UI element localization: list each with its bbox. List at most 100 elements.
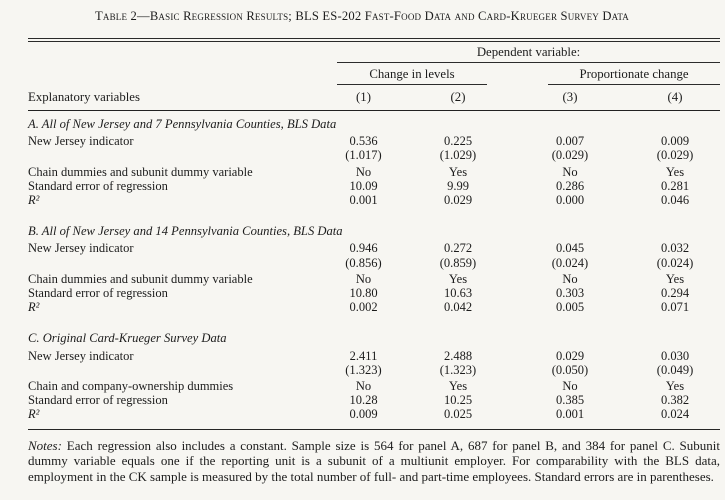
value-cell: 10.28 — [349, 393, 378, 408]
panel-a: A. All of New Jersey and 7 Pennsylvania … — [28, 111, 720, 208]
table-row-standard-errors: (0.856) (0.859) (0.024) (0.024) — [28, 256, 720, 270]
value-cell: 0.005 — [555, 300, 585, 315]
dependent-variable-cell: Dependent variable: — [321, 42, 721, 63]
explanatory-variables-label: Explanatory variables — [28, 85, 321, 111]
spacer-cell — [28, 42, 321, 63]
bottom-rule — [28, 428, 720, 430]
panel-heading: C. Original Card-Krueger Survey Data — [28, 331, 227, 346]
value-cell: 0.001 — [555, 407, 585, 422]
row-label: New Jersey indicator — [28, 134, 134, 149]
panel-heading: A. All of New Jersey and 7 Pennsylvania … — [28, 117, 337, 131]
row-label: New Jersey indicator — [28, 241, 134, 256]
table-row: Chain dummies and subunit dummy variable… — [28, 270, 720, 286]
value-cell: (0.029) — [656, 148, 694, 163]
row-label: Chain dummies and subunit dummy variable — [28, 271, 253, 286]
value-cell: 0.024 — [660, 407, 690, 422]
dependent-variable-row: Dependent variable: — [28, 42, 721, 63]
value-cell: (1.323) — [345, 362, 382, 377]
row-label-r-squared: R² — [28, 300, 40, 315]
value-cell: 0.007 — [555, 134, 585, 149]
value-cell: (0.029) — [551, 148, 589, 163]
value-cell: 0.002 — [349, 300, 378, 315]
table-row-standard-errors: (1.323) (1.323) (0.050) (0.049) — [28, 363, 720, 377]
value-cell: 10.09 — [349, 178, 378, 193]
value-cell: (1.323) — [439, 362, 477, 377]
spacer-cell — [28, 63, 321, 85]
group-change-in-levels-cell: Change in levels — [321, 63, 510, 85]
value-cell: (0.024) — [656, 255, 694, 270]
value-cell: 0.046 — [660, 193, 690, 208]
table-title: Table 2—Basic Regression Results; BLS ES… — [95, 9, 629, 23]
value-cell: 0.303 — [555, 286, 585, 301]
value-cell: 0.009 — [349, 407, 378, 422]
row-label — [28, 148, 321, 162]
value-cell: 2.488 — [443, 348, 473, 363]
value-cell: Yes — [665, 271, 685, 286]
table-row: Standard error of regression 10.28 10.25… — [28, 393, 720, 407]
value-cell: Yes — [665, 379, 685, 394]
table-row: New Jersey indicator 0.946 0.272 0.045 0… — [28, 241, 720, 255]
value-cell: Yes — [665, 164, 685, 179]
value-cell: No — [355, 164, 372, 179]
value-cell: 0.071 — [660, 300, 690, 315]
value-cell: (1.017) — [345, 148, 382, 163]
value-cell: 0.272 — [443, 241, 473, 256]
column-number-row: Explanatory variables (1) (2) (3) (4) — [28, 85, 721, 111]
table-row: R² 0.009 0.025 0.001 0.024 — [28, 407, 720, 421]
column-header-2: (2) — [406, 85, 510, 111]
table-row: R² 0.002 0.042 0.005 0.071 — [28, 300, 720, 314]
panel-c: C. Original Card-Krueger Survey Data New… — [28, 314, 720, 421]
row-label: Standard error of regression — [28, 178, 168, 193]
table-row: Chain and company-ownership dummies No Y… — [28, 377, 720, 393]
value-cell: 0.001 — [349, 193, 378, 208]
table-row: New Jersey indicator 2.411 2.488 0.029 0… — [28, 349, 720, 363]
value-cell: 0.281 — [660, 178, 690, 193]
value-cell: 0.045 — [555, 241, 585, 256]
panel-b: B. All of New Jersey and 14 Pennsylvania… — [28, 207, 720, 314]
top-double-rule — [28, 38, 720, 42]
dependent-variable-header: Dependent variable: — [337, 42, 721, 63]
value-cell: (0.856) — [345, 255, 382, 270]
table-row: New Jersey indicator 0.536 0.225 0.007 0… — [28, 134, 720, 148]
value-cell: Yes — [448, 164, 468, 179]
value-cell: No — [355, 379, 372, 394]
panel-heading-row: C. Original Card-Krueger Survey Data — [28, 314, 720, 348]
table-row: Standard error of regression 10.80 10.63… — [28, 286, 720, 300]
value-cell: 0.000 — [555, 193, 585, 208]
value-cell: No — [562, 379, 578, 394]
value-cell: 10.80 — [349, 286, 378, 301]
value-cell: (0.859) — [439, 255, 477, 270]
row-label: Chain and company-ownership dummies — [28, 379, 234, 394]
value-cell: 0.029 — [555, 348, 585, 363]
column-header-1: (1) — [321, 85, 406, 111]
row-label: Standard error of regression — [28, 393, 168, 408]
table-row-standard-errors: (1.017) (1.029) (0.029) (0.029) — [28, 148, 720, 162]
value-cell: 0.294 — [660, 286, 690, 301]
value-cell: Yes — [448, 271, 468, 286]
value-cell: 0.032 — [660, 241, 690, 256]
row-label-r-squared: R² — [28, 193, 40, 208]
row-label — [28, 256, 321, 270]
row-label-r-squared: R² — [28, 407, 40, 422]
table-notes: Notes: Each regression also includes a c… — [28, 438, 720, 485]
value-cell: 10.25 — [443, 393, 473, 408]
panel-heading-row: A. All of New Jersey and 7 Pennsylvania … — [28, 111, 720, 135]
value-cell: 0.030 — [660, 348, 690, 363]
regression-table: Dependent variable: Change in levels Pro… — [28, 42, 721, 422]
row-label: New Jersey indicator — [28, 348, 134, 363]
value-cell: 0.385 — [555, 393, 585, 408]
value-cell: 0.009 — [660, 134, 690, 149]
value-cell: No — [562, 271, 578, 286]
value-cell: (0.050) — [551, 362, 589, 377]
value-cell: 9.99 — [447, 178, 469, 193]
value-cell: 0.042 — [443, 300, 473, 315]
value-cell: 0.946 — [349, 241, 378, 256]
notes-label: Notes: — [28, 437, 62, 453]
value-cell: 0.286 — [555, 178, 585, 193]
table-row: Chain dummies and subunit dummy variable… — [28, 163, 720, 179]
row-label — [28, 363, 321, 377]
value-cell: 0.025 — [443, 407, 473, 422]
value-cell: No — [562, 164, 578, 179]
column-header-4: (4) — [630, 85, 721, 111]
